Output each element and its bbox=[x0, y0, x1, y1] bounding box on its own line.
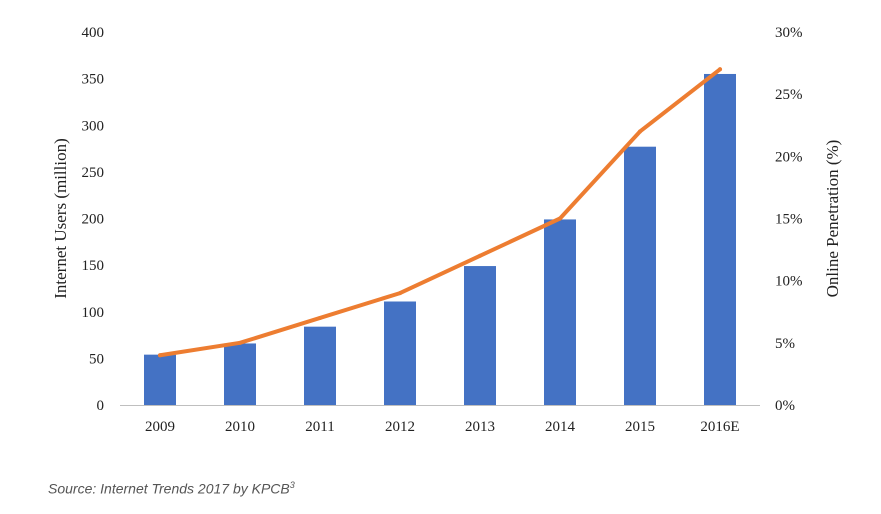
bar bbox=[704, 73, 736, 406]
right-tick-label: 25% bbox=[775, 87, 803, 103]
bar bbox=[304, 326, 336, 405]
left-tick-label: 100 bbox=[82, 305, 105, 321]
x-tick-label: 2011 bbox=[305, 419, 334, 435]
line-series bbox=[158, 67, 722, 358]
source-text: Source: Internet Trends 2017 by KPCB bbox=[48, 480, 290, 497]
x-tick-label: 2016E bbox=[700, 419, 739, 435]
line-point bbox=[158, 353, 162, 358]
right-tick-label: 15% bbox=[775, 212, 803, 228]
line-point bbox=[478, 253, 482, 258]
line-point bbox=[558, 216, 562, 221]
source-superscript: 3 bbox=[289, 480, 295, 490]
x-tick-label: 2012 bbox=[385, 419, 415, 435]
right-tick-label: 5% bbox=[775, 336, 795, 352]
left-axis-title: Internet Users (million) bbox=[51, 138, 70, 299]
bar bbox=[544, 219, 576, 405]
x-tick-label: 2014 bbox=[545, 419, 576, 435]
line-point bbox=[398, 291, 402, 296]
x-tick-label: 2013 bbox=[465, 419, 495, 435]
right-tick-label: 10% bbox=[775, 274, 803, 290]
left-tick-label: 400 bbox=[82, 25, 105, 41]
x-tick-label: 2009 bbox=[145, 419, 175, 435]
source-note: Source: Internet Trends 2017 by KPCB3 bbox=[48, 480, 295, 497]
left-tick-label: 300 bbox=[82, 118, 105, 134]
penetration-line bbox=[158, 67, 722, 358]
right-axis-ticks: 0% 5% 10% 15% 20% 25% 30% bbox=[775, 25, 803, 414]
right-axis-title: Online Penetration (%) bbox=[823, 140, 842, 298]
left-tick-label: 200 bbox=[82, 212, 105, 228]
right-tick-label: 30% bbox=[775, 25, 803, 41]
line-point bbox=[318, 315, 322, 320]
bar bbox=[464, 266, 496, 405]
left-tick-label: 350 bbox=[82, 72, 105, 88]
right-tick-label: 20% bbox=[775, 149, 803, 165]
x-tick-label: 2015 bbox=[625, 419, 655, 435]
bar bbox=[384, 301, 416, 405]
left-tick-label: 150 bbox=[82, 258, 105, 274]
bar bbox=[624, 146, 656, 405]
left-axis-ticks: 0 50 100 150 200 250 300 350 400 bbox=[82, 25, 105, 414]
line-point bbox=[238, 340, 242, 345]
line-point bbox=[718, 67, 722, 72]
bar bbox=[144, 354, 176, 405]
x-tick-label: 2010 bbox=[225, 419, 255, 435]
x-axis-ticks: 2009 2010 2011 2012 2013 2014 2015 2016E bbox=[145, 419, 740, 435]
bar-series bbox=[144, 73, 736, 406]
left-tick-label: 250 bbox=[82, 165, 105, 181]
line-point bbox=[638, 129, 642, 134]
combo-chart: 0 50 100 150 200 250 300 350 400 0% 5% 10% 15% 20% 25… bbox=[51, 25, 842, 435]
bar bbox=[224, 343, 256, 405]
right-tick-label: 0% bbox=[775, 398, 795, 414]
left-tick-label: 0 bbox=[97, 398, 105, 414]
left-tick-label: 50 bbox=[89, 351, 104, 367]
